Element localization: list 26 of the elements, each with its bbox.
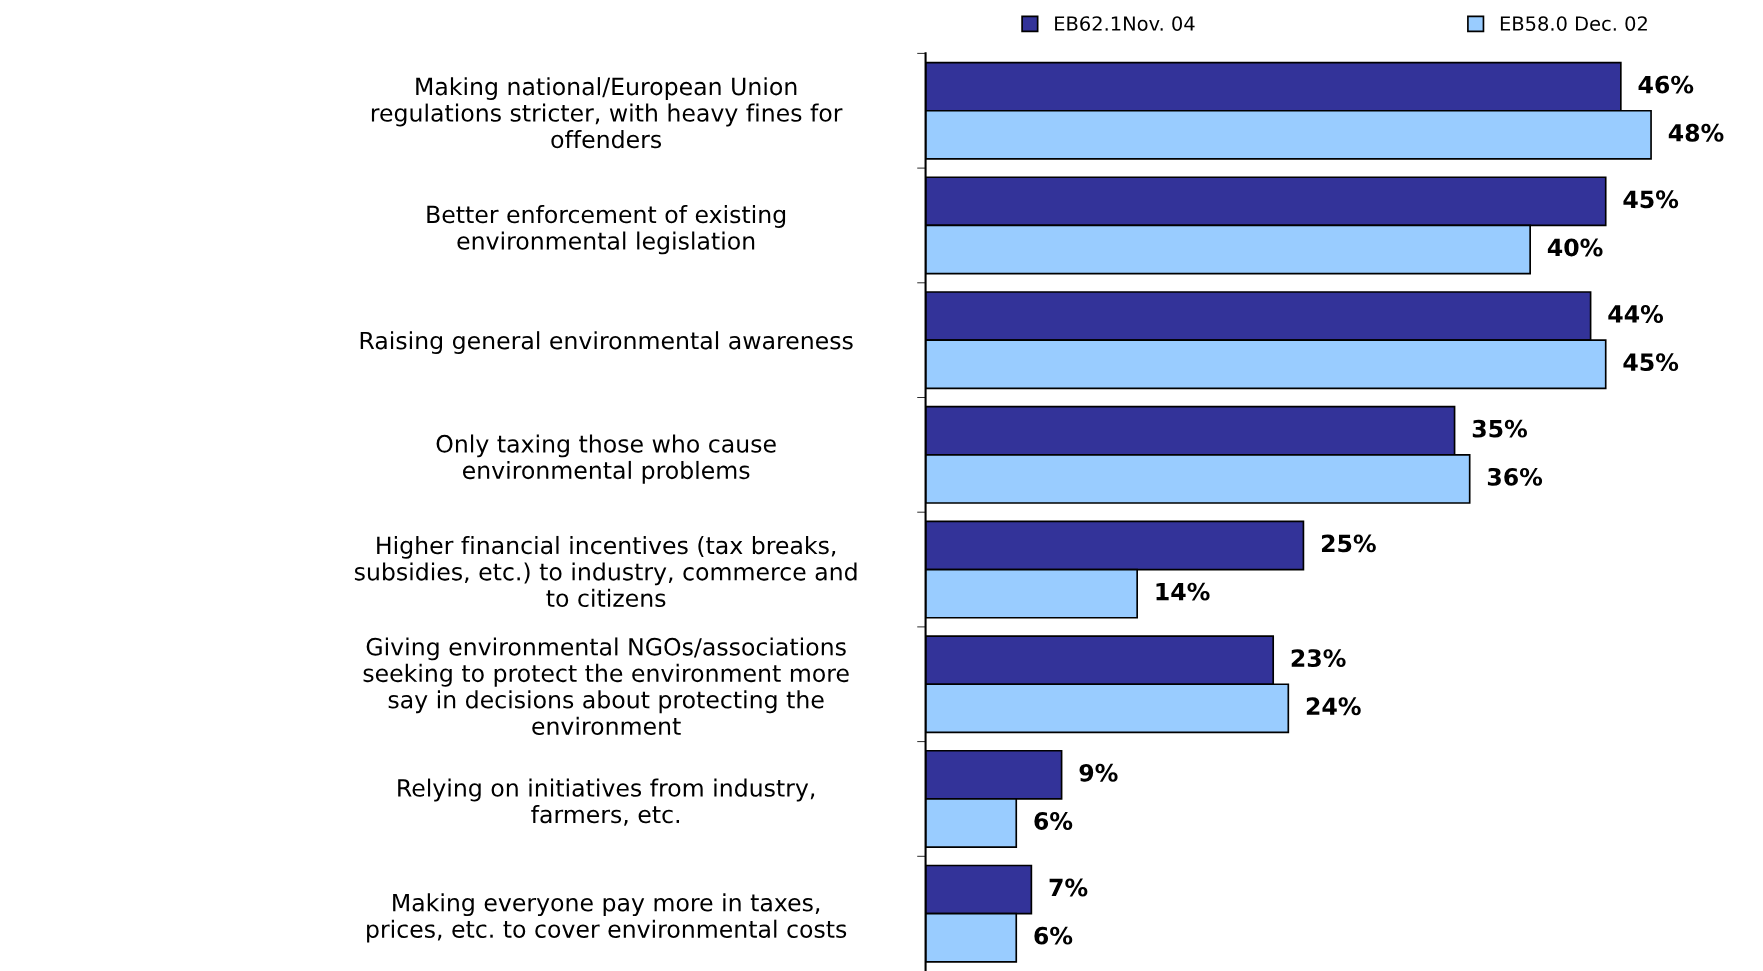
y-tick-label: Better enforcement of existing environmental legislation <box>427 205 786 255</box>
y-tick-label: Raising general environmental awareness <box>360 331 853 355</box>
data-label: 23% <box>1291 649 1346 668</box>
data-label: 14% <box>1156 582 1210 601</box>
y-tick-label: Relying on initiatives from industry, farmers, etc. <box>398 778 815 826</box>
y-tick-label: Only taxing those who cause environmental problems <box>436 434 776 484</box>
y-tick-label: Making national/European Union regulations stricter, with heavy fines for offenders <box>371 77 843 149</box>
data-label: 45% <box>1623 190 1679 209</box>
data-label: 9% <box>1079 763 1118 782</box>
legend-label: EB58.0 Dec. 02 <box>1500 16 1647 31</box>
data-label: 40% <box>1547 238 1603 257</box>
data-label: 25% <box>1321 534 1376 553</box>
data-label: 36% <box>1487 467 1543 486</box>
y-tick-label: Higher financial incentives (tax breaks, subsidies, etc.) to industry, commerce and to citizens <box>354 535 857 608</box>
data-label: 24% <box>1306 697 1361 716</box>
data-label: 6% <box>1034 812 1073 830</box>
y-tick-label: Making everyone pay more in taxes, prices, etc. to cover environmental costs <box>367 893 847 943</box>
legend-label: EB62.1Nov. 04 <box>1055 16 1195 31</box>
y-tick-label: Giving environmental NGOs/associations seeking to protect the environment more say in decisions about protecting the environment <box>363 637 849 736</box>
data-label: 35% <box>1472 419 1527 438</box>
data-label: 6% <box>1034 926 1073 945</box>
data-label: 48% <box>1668 123 1724 142</box>
data-label: 44% <box>1608 305 1664 323</box>
data-label: 46% <box>1638 75 1694 94</box>
data-label: 7% <box>1049 878 1088 897</box>
data-label: 45% <box>1623 353 1679 372</box>
